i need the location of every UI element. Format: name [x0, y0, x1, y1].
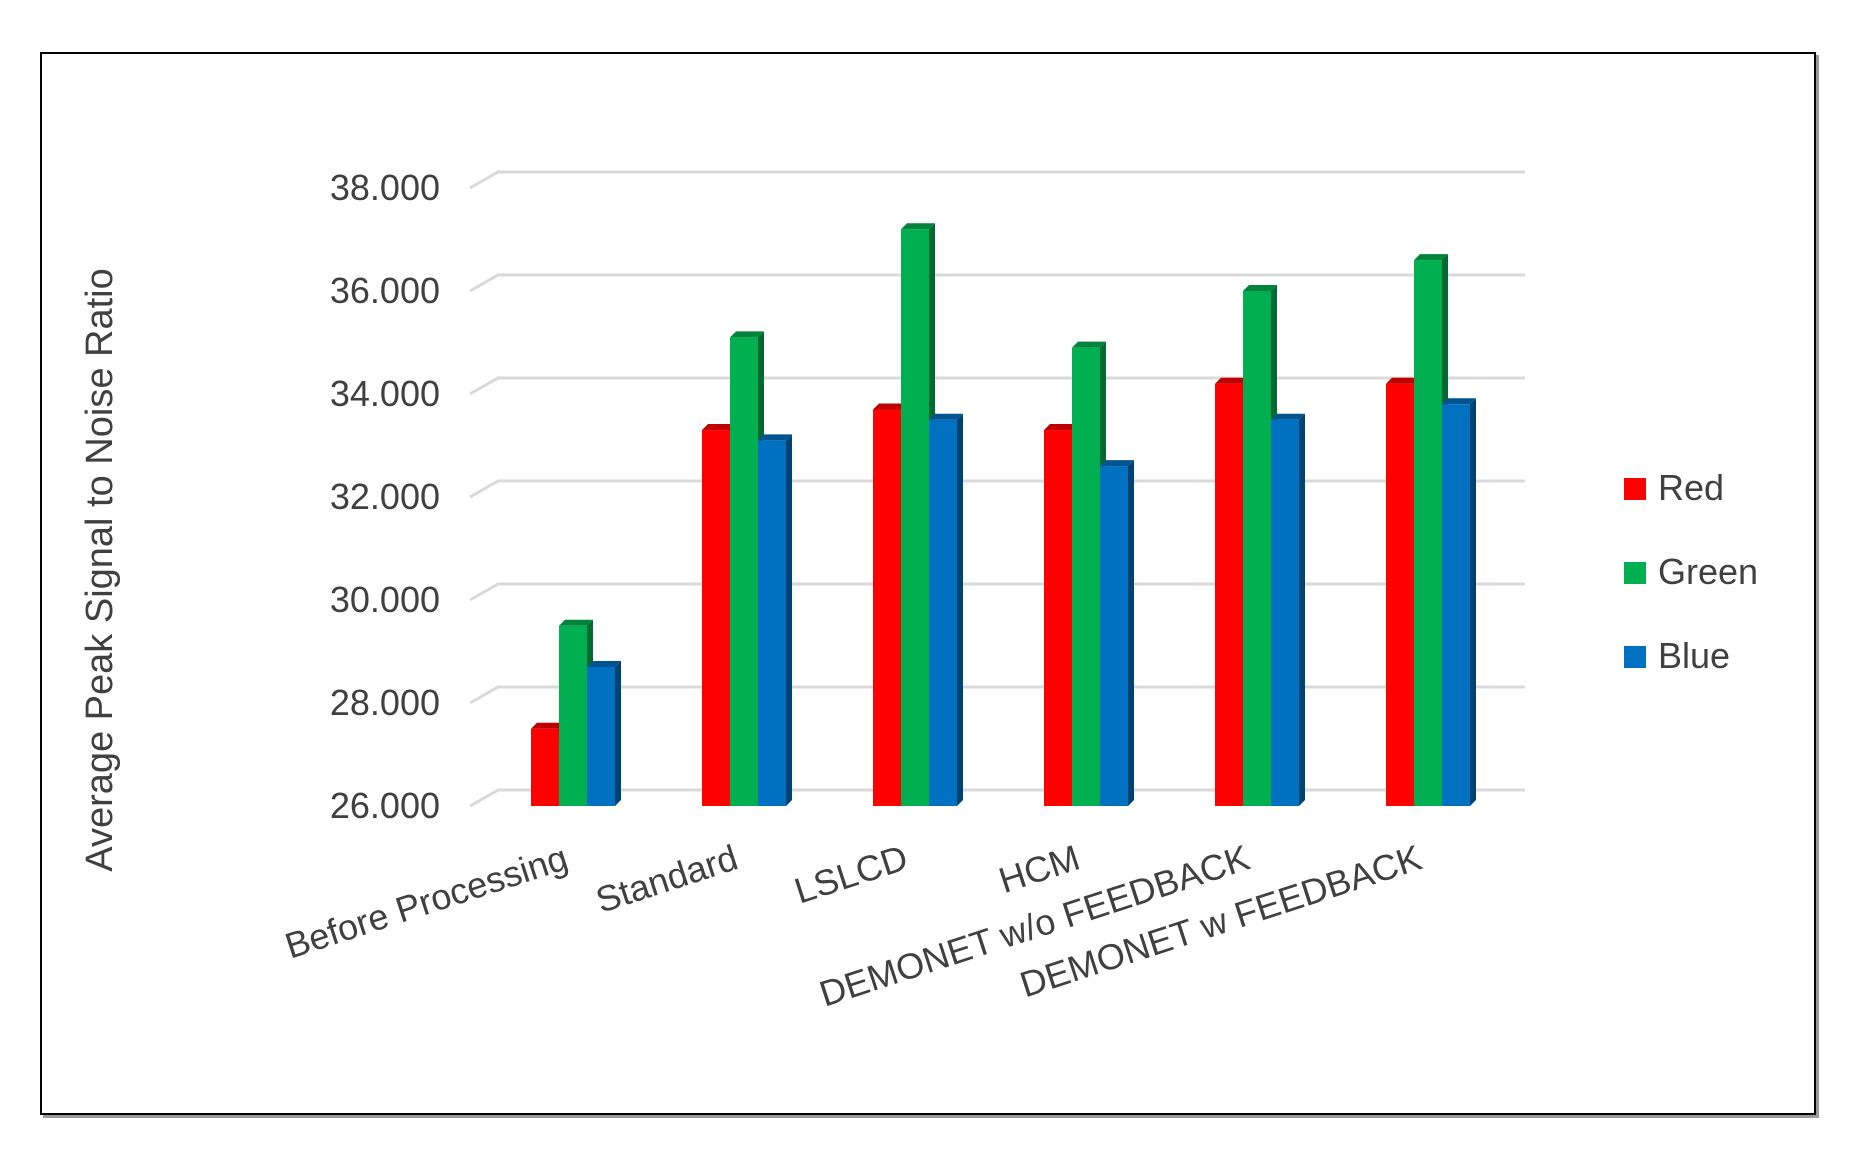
bar-blue	[1100, 460, 1134, 806]
bar-top	[1044, 424, 1078, 431]
gridline	[469, 788, 1525, 808]
bar-top	[559, 619, 593, 626]
y-axis-label: Average Peak Signal to Noise Ratio	[79, 268, 121, 871]
bar-front	[1044, 430, 1072, 806]
y-axis-ticks: 26.000 28.000 30.000 32.000 34.000 36.000 38.0…	[330, 167, 440, 826]
y-tick-label: 38.000	[330, 167, 440, 208]
legend-swatch	[1624, 646, 1646, 668]
bar-top	[1414, 254, 1448, 261]
gridline	[469, 170, 1525, 190]
bar-front	[1442, 404, 1470, 806]
legend-label: Red	[1658, 467, 1724, 508]
bar-front	[1243, 291, 1271, 806]
bar-front	[1215, 383, 1243, 806]
bar-side	[1128, 460, 1134, 806]
bar-front	[1271, 419, 1299, 806]
bar-top	[1100, 460, 1134, 467]
bar-front	[1414, 260, 1442, 807]
bar-front	[587, 666, 615, 806]
x-category-label: LSLCD	[789, 837, 912, 912]
legend-swatch	[1624, 562, 1646, 584]
legend-item-green: Green	[1624, 551, 1758, 592]
gridline	[469, 582, 1525, 602]
bar-blue	[1271, 413, 1305, 806]
gridline	[469, 479, 1525, 499]
bar-top	[730, 331, 764, 338]
y-tick-label: 28.000	[330, 682, 440, 723]
bar-front	[873, 409, 901, 806]
bar-blue	[758, 434, 792, 806]
gridline	[469, 273, 1525, 293]
legend-item-red: Red	[1624, 467, 1724, 508]
bar-blue	[1442, 398, 1476, 806]
legend-label: Green	[1658, 551, 1758, 592]
bar-top	[1386, 377, 1420, 384]
bar-front	[1386, 383, 1414, 806]
bar-top	[587, 660, 621, 667]
bar-side	[1470, 398, 1476, 806]
legend-label: Blue	[1658, 635, 1730, 676]
legend: Red Green Blue	[1624, 467, 1758, 676]
bar-top	[531, 722, 565, 729]
bar-top	[1072, 341, 1106, 348]
bar-top	[1442, 398, 1476, 405]
bar-top	[758, 434, 792, 441]
legend-item-blue: Blue	[1624, 635, 1730, 676]
bars	[531, 223, 1476, 807]
bar-top	[1271, 413, 1305, 420]
bar-front	[901, 229, 929, 806]
bar-front	[758, 440, 786, 806]
bar-side	[786, 434, 792, 806]
bar-top	[929, 413, 963, 420]
bar-side	[1299, 413, 1305, 806]
bar-side	[957, 413, 963, 806]
bar-front	[1072, 347, 1100, 806]
bar-front	[531, 728, 559, 806]
bar-green	[1243, 285, 1277, 806]
gridlines	[469, 170, 1525, 808]
bar-top	[901, 223, 935, 230]
bar-blue	[587, 660, 621, 806]
bar-top	[1243, 285, 1277, 291]
gridline	[469, 685, 1525, 705]
bar-front	[730, 337, 758, 806]
y-tick-label: 26.000	[330, 785, 440, 826]
bar-front	[1100, 466, 1128, 806]
y-tick-label: 34.000	[330, 373, 440, 414]
y-tick-label: 30.000	[330, 579, 440, 620]
bar-blue	[929, 413, 963, 806]
bar-front	[929, 419, 957, 806]
x-axis-categories: Before Processing Standard LSLCD HCMDEMONET…	[280, 837, 1426, 1015]
bar-top	[702, 424, 736, 431]
bar-top	[1215, 377, 1249, 384]
y-tick-label: 36.000	[330, 270, 440, 311]
bar-front	[559, 625, 587, 806]
x-category-label: Standard	[591, 837, 743, 921]
x-category-label: Before Processing	[280, 837, 572, 967]
bar-front	[702, 430, 730, 806]
bar-side	[615, 660, 621, 806]
legend-swatch	[1624, 478, 1646, 500]
bar-top	[873, 403, 907, 410]
gridline	[469, 376, 1525, 396]
y-tick-label: 32.000	[330, 476, 440, 517]
